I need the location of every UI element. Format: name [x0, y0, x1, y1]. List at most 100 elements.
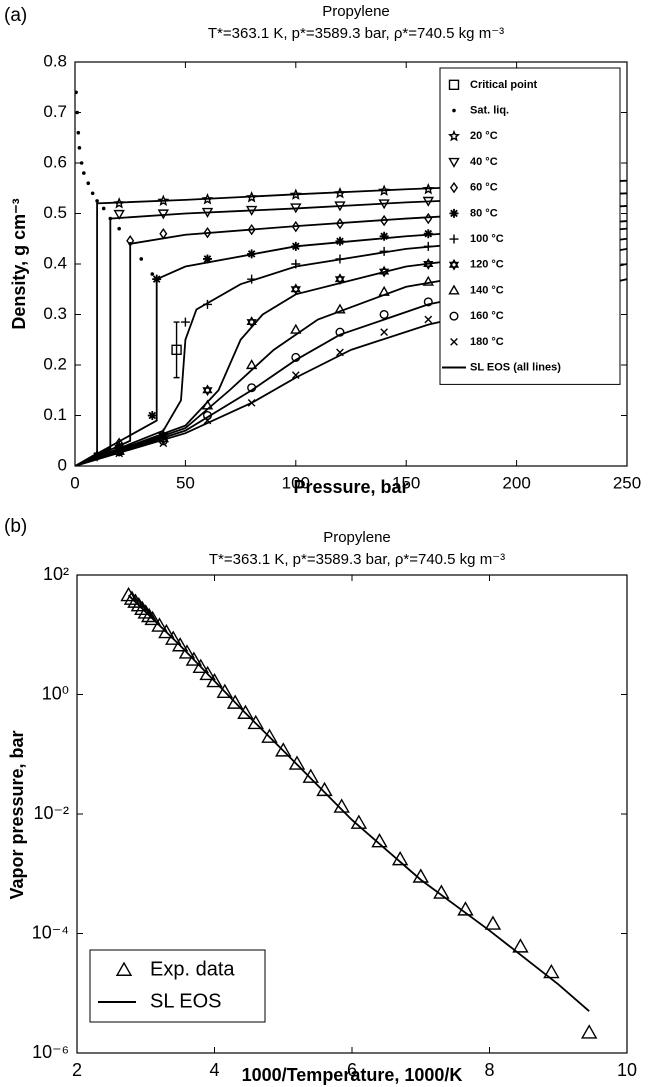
marker [334, 273, 346, 286]
marker [130, 597, 148, 612]
marker [335, 236, 345, 246]
marker [290, 323, 302, 334]
y-tick-label: 0.7 [43, 102, 67, 121]
legend-label: Critical point [470, 79, 538, 91]
marker [147, 411, 157, 420]
legend: Exp. data SL EOS [89, 949, 266, 1023]
marker [247, 714, 264, 730]
marker [512, 938, 529, 953]
marker [151, 617, 168, 632]
marker [178, 644, 196, 659]
legend-box [439, 67, 621, 385]
marker [335, 327, 345, 337]
y-axis-title: Density, g cm⁻³ [9, 198, 29, 329]
x-tick-label: 250 [613, 473, 641, 492]
y-axis-title: Vapor pressure, bar [7, 730, 27, 899]
y-tick-label: 10⁻² [33, 803, 69, 823]
x-axis-title: Pressure, bar [293, 477, 408, 497]
marker [484, 915, 502, 930]
marker [422, 275, 434, 286]
marker [90, 191, 95, 196]
marker [199, 665, 216, 681]
marker [137, 604, 154, 619]
y-tick-label: 0.5 [43, 203, 67, 222]
marker [79, 161, 84, 165]
legend-label: 40 °C [470, 156, 498, 168]
marker [159, 227, 168, 240]
line [75, 179, 627, 466]
y-tick-label: 0 [58, 455, 67, 474]
legend-label: 180 °C [470, 336, 504, 348]
marker [150, 272, 155, 276]
plot-area [120, 586, 598, 1039]
x-axis-title: 1000/Temperature, 1000/K [242, 1065, 463, 1085]
legend-marker [448, 79, 460, 91]
x-tick-label: 0 [70, 473, 79, 492]
legend-marker [115, 961, 133, 976]
y-tick-label: 10² [43, 564, 69, 584]
y-tick-label: 0.1 [43, 405, 67, 424]
marker [237, 704, 254, 719]
marker [206, 672, 223, 688]
x-tick-label: 10 [617, 1060, 637, 1080]
panel-label: (b) [4, 516, 27, 537]
marker [95, 199, 99, 203]
x-tick-label: 100 [282, 473, 310, 492]
y-tick-label: 0.6 [43, 152, 67, 171]
marker [226, 694, 244, 709]
marker [158, 623, 175, 639]
marker [75, 110, 80, 115]
legend-label: 60 °C [470, 182, 498, 194]
legend-marker [449, 181, 459, 194]
chart-title: Propylene [322, 3, 390, 20]
marker [171, 344, 182, 356]
marker [171, 637, 189, 652]
panel-label: (a) [4, 5, 27, 26]
marker [334, 303, 346, 314]
legend-label: 120 °C [470, 259, 504, 271]
x-tick-label: 50 [176, 473, 195, 492]
error-bar [173, 321, 180, 379]
marker [75, 90, 78, 95]
x-tick-label: 200 [502, 473, 530, 492]
marker [140, 607, 158, 623]
marker [247, 223, 256, 236]
legend-marker [450, 337, 458, 346]
y-tick-label: 10⁻⁴ [32, 922, 69, 942]
marker [77, 146, 82, 150]
marker [246, 316, 257, 328]
marker [379, 309, 389, 320]
marker [192, 658, 209, 673]
x-tick-label: 150 [392, 473, 420, 492]
marker [134, 600, 151, 616]
legend-label: Exp. data [150, 958, 235, 980]
x-tick-label: 2 [72, 1060, 82, 1080]
marker [424, 212, 433, 225]
marker [580, 1024, 598, 1039]
legend-marker [449, 234, 459, 244]
legend-marker [447, 129, 461, 142]
marker [113, 209, 125, 220]
marker [261, 728, 278, 743]
marker [82, 171, 86, 175]
marker [123, 590, 141, 605]
y-tick-label: 0.3 [43, 304, 67, 323]
marker [185, 651, 203, 666]
marker [423, 229, 433, 239]
marker [245, 359, 258, 370]
marker [76, 130, 81, 135]
marker [380, 328, 388, 337]
legend-marker [448, 258, 460, 271]
marker [144, 610, 161, 626]
marker [423, 297, 433, 307]
marker [117, 226, 121, 231]
marker [216, 683, 234, 698]
legend-marker [448, 284, 460, 295]
marker [127, 593, 144, 608]
marker [543, 963, 560, 979]
y-tick-label: 0.2 [43, 354, 67, 373]
marker [379, 231, 389, 241]
legend: Critical point Sat. liq. 20 °C 40 °C 60 °C 80… [439, 67, 621, 385]
